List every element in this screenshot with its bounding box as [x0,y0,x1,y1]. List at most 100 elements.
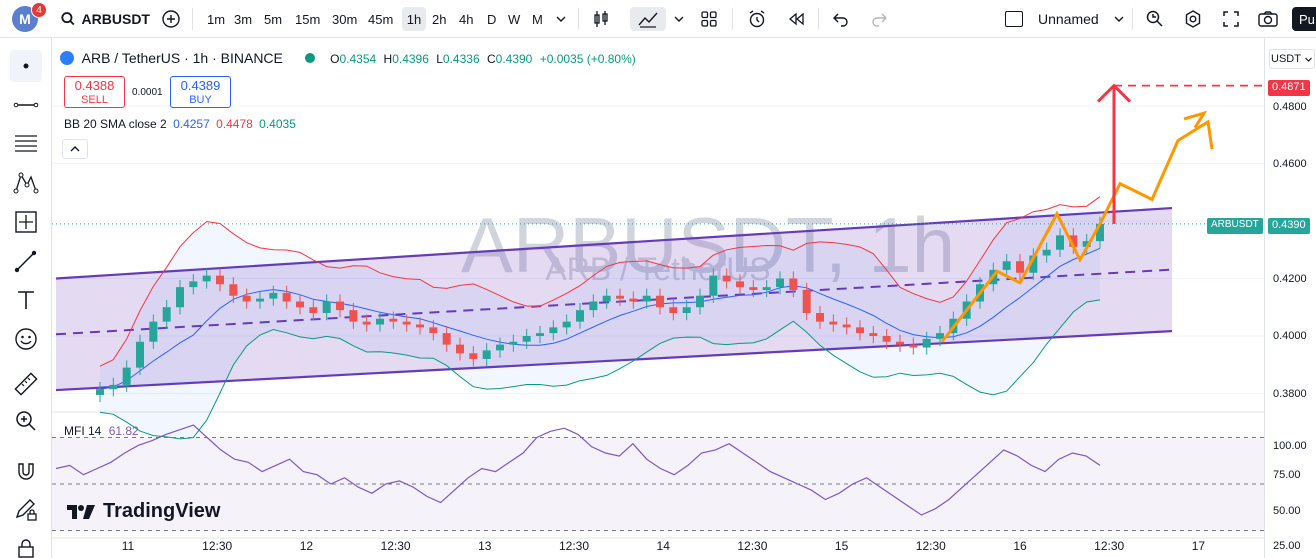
timeframe-3m[interactable]: 3m [234,11,253,27]
spread-value: 0.0001 [132,87,163,98]
candle-body [402,321,411,325]
text-tool[interactable] [10,284,42,316]
replay-button[interactable] [782,7,810,31]
candle-body [909,344,918,348]
candle [816,305,824,329]
timeframe-15m[interactable]: 15m [295,11,321,27]
brush-tool[interactable] [10,245,42,277]
publish-button[interactable]: Pu [1292,7,1316,31]
price-axis[interactable]: USDT 0.4800 0.4600 0.4200 0.4000 0.3800 … [1264,38,1316,558]
candle [829,314,838,332]
candle-body [442,333,451,345]
hide-drawings-tool[interactable] [10,532,42,558]
timeframe-1h[interactable]: 1h [402,7,426,31]
mfi-tick: 50.00 [1273,505,1301,517]
cursor-tool[interactable] [10,50,42,82]
channel-upper-line [55,206,1173,280]
chart-style-button[interactable] [588,7,614,31]
ruler-tool[interactable] [10,368,42,400]
candle-body [1029,255,1038,273]
candle [589,294,598,318]
chart-area[interactable]: ARBUSDT, 1h ARB / TetherUS 11 12:30 12 12:3… [52,38,1264,558]
candle [642,288,651,309]
buy-button[interactable]: 0.4389 BUY [170,76,231,108]
redo-button[interactable] [866,7,892,31]
undo-button[interactable] [828,7,854,31]
candle-body [109,384,118,390]
candle [1002,254,1011,278]
timeframe-m[interactable]: M [532,11,543,27]
market-status-dot [304,53,315,63]
indicators-dropdown[interactable] [670,7,688,31]
candle [122,360,131,393]
currency-selector[interactable]: USDT [1269,49,1315,69]
open-label: O [330,52,340,66]
compare-button[interactable] [158,7,184,31]
magnet-tool[interactable] [10,455,42,487]
candle-body [482,350,491,359]
zoom-tool[interactable] [10,405,42,437]
timeframe-5m[interactable]: 5m [264,11,283,27]
symbol-price-tag: ARBUSDT [1207,218,1263,234]
candle-body [282,292,291,302]
trend-line-tool[interactable] [10,89,42,121]
candle-body [642,295,651,302]
candle [242,288,251,309]
timeframe-30m[interactable]: 30m [332,11,358,27]
templates-button[interactable] [696,7,722,31]
candle-body [922,338,931,348]
layout-selector[interactable]: Unnamed [1000,7,1130,31]
chevron-down-icon [674,16,684,22]
candle-body [709,275,718,296]
candle-body [616,295,624,299]
timeframe-4h[interactable]: 4h [459,11,474,27]
quick-search-button[interactable] [1142,7,1168,31]
candle [362,314,371,332]
brand-name: TradingView [103,500,221,522]
emoji-tool[interactable] [10,323,42,355]
chart-canvas[interactable]: ARBUSDT, 1h ARB / TetherUS 11 12:30 12 12:3… [52,38,1264,558]
timeframe-w[interactable]: W [508,11,521,27]
timeframe-dropdown[interactable] [552,7,570,31]
close-value: 0.4390 [495,52,533,66]
timeframe-2h[interactable]: 2h [432,11,447,27]
snapshot-button[interactable] [1255,7,1281,31]
timeframe-d[interactable]: D [487,11,497,27]
fullscreen-button[interactable] [1218,7,1244,31]
candle [282,285,291,309]
candle-body [1016,261,1024,273]
settings-button[interactable] [1180,7,1206,31]
tradingview-logo-icon [67,504,95,519]
collapse-legend-button[interactable] [62,139,88,159]
sell-label: SELL [81,94,108,106]
candle [336,294,344,318]
alert-button[interactable] [743,7,771,31]
mfi-legend[interactable]: MFI 14 61.82 [64,424,139,438]
candle [349,302,358,329]
timeframe-1m[interactable]: 1m [207,11,226,27]
symbol-search[interactable]: ARBUSDT [60,7,150,31]
candle [429,320,438,341]
candle-body [656,295,664,308]
candle [456,337,464,361]
last-price-tag: 0.4390 [1268,218,1310,234]
timeframe-45m[interactable]: 45m [368,11,394,27]
bb-legend[interactable]: BB 20 SMA close 2 0.4257 0.4478 0.4035 [64,117,296,131]
sell-button[interactable]: 0.4388 SELL [64,76,125,108]
fib-tool[interactable] [10,128,42,160]
buy-label: BUY [189,94,212,106]
lock-drawings-tool[interactable] [10,494,42,526]
candle [442,325,451,352]
forecast-tool[interactable] [10,206,42,238]
buy-price: 0.4389 [180,78,221,93]
candle [1029,248,1038,280]
search-icon [61,12,75,26]
pattern-tool[interactable] [10,167,42,199]
indicators-button[interactable] [630,7,666,31]
chevron-down-icon [1305,57,1312,62]
candle [882,328,891,349]
tradingview-logo[interactable]: TradingView [66,500,220,523]
candle-body [336,301,344,311]
candle [936,325,944,347]
horizontal-line-icon [13,102,39,108]
